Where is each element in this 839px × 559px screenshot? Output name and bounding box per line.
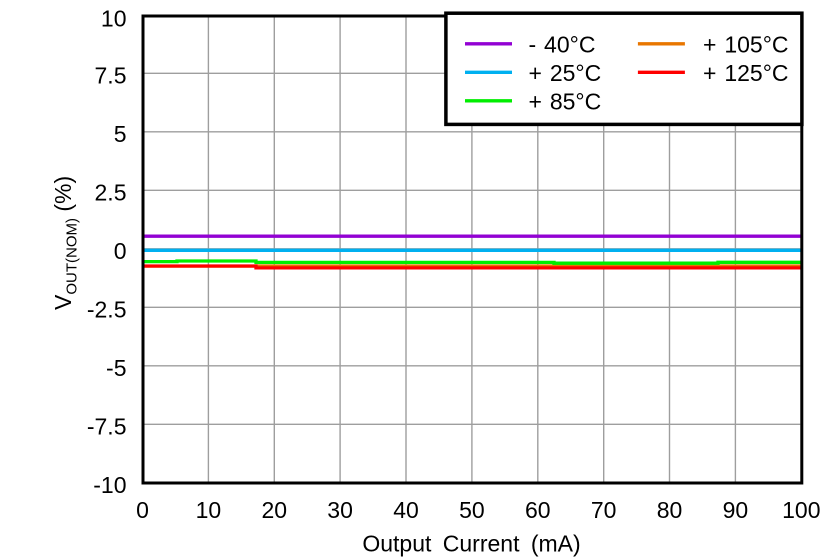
svg-text:10: 10: [101, 6, 127, 32]
svg-text:+ 105°C: + 105°C: [703, 32, 789, 58]
svg-text:70: 70: [591, 497, 617, 523]
svg-text:+ 25°C: + 25°C: [529, 60, 602, 86]
svg-text:7.5: 7.5: [95, 63, 127, 89]
svg-text:2.5: 2.5: [95, 180, 127, 206]
svg-text:60: 60: [525, 497, 551, 523]
svg-text:20: 20: [262, 497, 288, 523]
svg-text:-5: -5: [106, 355, 126, 381]
svg-text:5: 5: [114, 121, 127, 147]
svg-text:+ 85°C: + 85°C: [529, 89, 602, 115]
svg-text:50: 50: [459, 497, 485, 523]
svg-text:0: 0: [114, 238, 127, 264]
svg-text:100: 100: [782, 497, 820, 523]
svg-text:- 40°C: - 40°C: [529, 32, 596, 58]
svg-text:40: 40: [393, 497, 419, 523]
svg-text:30: 30: [327, 497, 353, 523]
svg-text:+ 125°C: + 125°C: [703, 60, 789, 86]
svg-text:80: 80: [657, 497, 683, 523]
svg-text:10: 10: [196, 497, 222, 523]
svg-text:90: 90: [723, 497, 749, 523]
svg-text:Output Current (mA): Output Current (mA): [362, 530, 580, 556]
svg-text:0: 0: [136, 497, 149, 523]
svg-text:-10: -10: [93, 472, 126, 498]
svg-text:-2.5: -2.5: [87, 297, 127, 323]
svg-text:-7.5: -7.5: [87, 414, 127, 440]
